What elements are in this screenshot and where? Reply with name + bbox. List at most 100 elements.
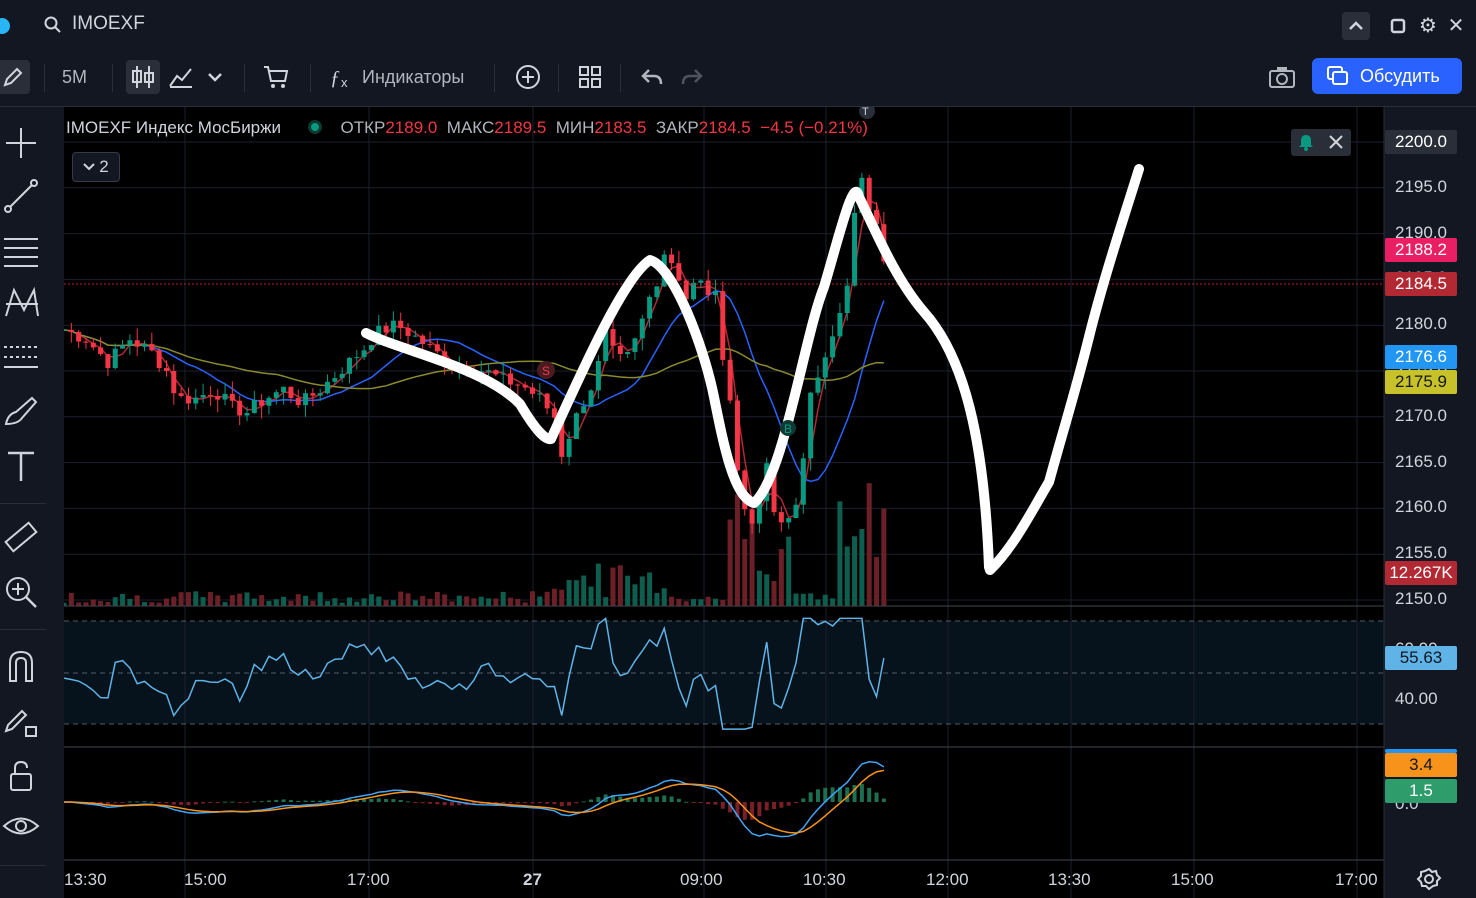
volume-bar bbox=[339, 602, 345, 606]
volume-bar bbox=[83, 602, 89, 606]
ma-mid-price-tag: 2176.6 bbox=[1385, 345, 1457, 369]
event-marker[interactable] bbox=[859, 107, 875, 119]
candle-body bbox=[551, 408, 557, 418]
macd-histogram-bar bbox=[515, 802, 520, 804]
magnet-icon[interactable] bbox=[2, 647, 40, 685]
freehand-drawing[interactable] bbox=[361, 164, 1144, 575]
buy-marker[interactable] bbox=[780, 420, 796, 436]
candle-body bbox=[515, 384, 521, 386]
volume-bar bbox=[756, 570, 762, 606]
volume-bar bbox=[515, 598, 521, 606]
candle-body bbox=[808, 392, 814, 459]
volume-bar bbox=[346, 597, 352, 606]
eye-icon[interactable] bbox=[2, 807, 40, 845]
price-axis-label: 2165.0 bbox=[1395, 451, 1447, 471]
discuss-label: Обсудить bbox=[1360, 66, 1440, 86]
candle-body bbox=[303, 393, 309, 406]
volume-bar bbox=[603, 597, 609, 606]
candles-icon[interactable] bbox=[126, 60, 160, 94]
chart-canvas[interactable]: S B T bbox=[64, 107, 1476, 898]
parallel-lines-icon[interactable] bbox=[2, 231, 40, 269]
volume-bar bbox=[325, 601, 331, 606]
rsi-value-tag: 55.63 bbox=[1385, 646, 1457, 670]
cart-icon[interactable] bbox=[262, 60, 290, 94]
macd-histogram-bar bbox=[567, 802, 572, 806]
svg-text:T: T bbox=[862, 107, 869, 118]
time-axis-label: 15:00 bbox=[184, 870, 227, 889]
interval-button[interactable]: 5M bbox=[62, 67, 88, 87]
candle-body bbox=[325, 381, 331, 394]
macd-histogram-bar bbox=[508, 802, 513, 804]
volume-bar bbox=[529, 591, 535, 606]
volume-bar bbox=[368, 594, 374, 606]
macd-histogram-bar bbox=[772, 802, 777, 810]
volume-bar bbox=[493, 598, 499, 606]
brush-icon[interactable] bbox=[2, 392, 40, 430]
redo-icon[interactable] bbox=[680, 60, 704, 94]
time-axis-label: 27 bbox=[523, 870, 542, 889]
zoom-in-icon[interactable] bbox=[2, 573, 40, 611]
close-icon[interactable] bbox=[1327, 133, 1345, 151]
discuss-button[interactable]: Обсудить bbox=[1312, 58, 1462, 94]
pattern-icon[interactable] bbox=[2, 284, 40, 322]
crosshair-icon[interactable] bbox=[2, 124, 40, 162]
market-status-icon bbox=[307, 120, 322, 134]
maximize-icon[interactable] bbox=[1384, 12, 1412, 40]
volume-bar bbox=[859, 529, 865, 606]
area-chart-icon[interactable] bbox=[168, 60, 194, 94]
macd-histogram-bar bbox=[764, 802, 769, 811]
close-icon[interactable]: ✕ bbox=[1447, 15, 1465, 37]
macd-histogram-bar bbox=[245, 802, 249, 803]
candle-body bbox=[222, 393, 228, 400]
ruler-icon[interactable] bbox=[2, 519, 40, 557]
indicators-collapse-button[interactable]: 2 bbox=[72, 152, 120, 182]
symbol-name[interactable]: IMOEXF Индекс МосБиржи bbox=[66, 118, 282, 137]
candle-body bbox=[625, 351, 631, 355]
bell-icon[interactable] bbox=[1297, 133, 1315, 151]
candle-body bbox=[295, 398, 301, 406]
indicators-button[interactable]: Индикаторы bbox=[362, 67, 465, 87]
gear-icon[interactable]: ⚙ bbox=[1419, 15, 1437, 37]
volume-bar bbox=[412, 600, 418, 606]
fib-icon[interactable] bbox=[2, 339, 40, 377]
candle-body bbox=[852, 212, 858, 286]
signal-value-tag: 1.5 bbox=[1385, 779, 1457, 803]
volume-bar bbox=[134, 595, 140, 606]
pencil-icon[interactable] bbox=[0, 60, 30, 94]
macd-histogram-bar bbox=[362, 798, 367, 802]
macd-marker-tag bbox=[1385, 749, 1457, 753]
macd-histogram-bar bbox=[545, 802, 550, 804]
gear-icon[interactable] bbox=[1416, 866, 1442, 892]
ma-fast-price-tag: 2188.2 bbox=[1385, 238, 1457, 262]
candle-body bbox=[529, 387, 535, 394]
macd-histogram-bar bbox=[581, 801, 586, 803]
volume-bar bbox=[522, 602, 528, 606]
candle-body bbox=[427, 344, 433, 346]
lock-pencil-icon[interactable] bbox=[2, 701, 40, 739]
plus-circle-icon[interactable] bbox=[514, 60, 542, 94]
volume-bar bbox=[64, 602, 67, 606]
volume-bar bbox=[390, 600, 396, 606]
layout-grid-icon[interactable] bbox=[578, 60, 602, 94]
candle-body bbox=[244, 413, 250, 416]
chevron-down-icon[interactable] bbox=[206, 60, 224, 94]
symbol-title[interactable]: IMOEXF bbox=[72, 13, 145, 34]
chevron-up-icon[interactable] bbox=[1342, 12, 1370, 40]
sell-marker[interactable] bbox=[537, 361, 555, 379]
undo-icon[interactable] bbox=[640, 60, 664, 94]
trendline-icon[interactable] bbox=[2, 177, 40, 215]
title-bar: IMOEXF ⚙ ✕ bbox=[0, 0, 1476, 51]
lock-icon[interactable] bbox=[2, 757, 40, 795]
text-icon[interactable] bbox=[2, 447, 40, 485]
volume-bar bbox=[200, 597, 206, 606]
search-icon[interactable] bbox=[44, 16, 62, 34]
candle-body bbox=[676, 263, 682, 281]
macd-histogram-bar bbox=[493, 802, 498, 804]
macd-histogram-bar bbox=[428, 802, 432, 804]
candle-body bbox=[705, 280, 711, 296]
volume-bar bbox=[551, 588, 557, 606]
camera-icon[interactable] bbox=[1268, 60, 1296, 94]
volume-bar bbox=[610, 567, 616, 606]
volume-bar bbox=[471, 598, 477, 606]
